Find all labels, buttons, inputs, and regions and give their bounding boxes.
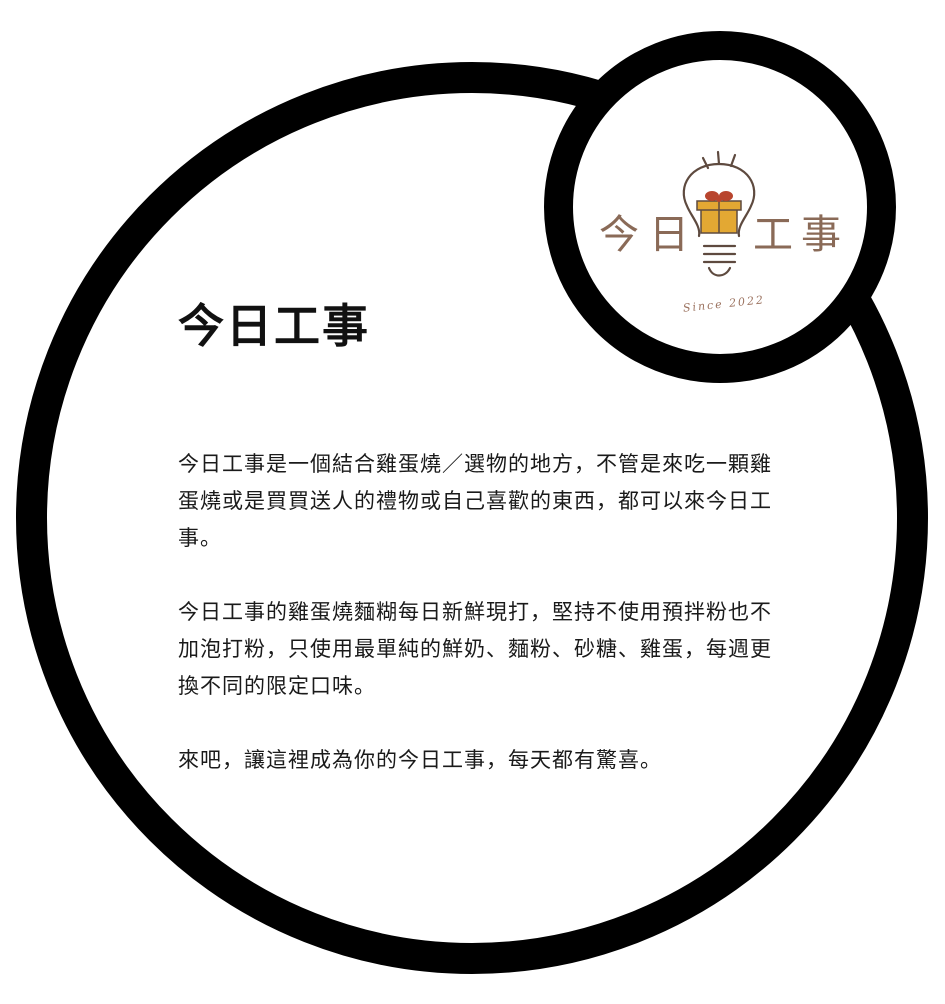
lightbulb-gift-icon: [682, 150, 756, 277]
gift-box-icon: [696, 191, 742, 234]
logo-char-4: 事: [801, 212, 841, 258]
logo-char-1: 今: [599, 212, 639, 258]
page-title: 今日工事: [178, 299, 370, 353]
logo-char-3: 工: [753, 212, 793, 258]
intro-paragraph: 今日工事是一個結合雞蛋燒／選物的地方，不管是來吃一顆雞蛋燒或是買買送人的禮物或自…: [178, 452, 772, 550]
batter-paragraph: 今日工事的雞蛋燒麵糊每日新鮮現打，堅持不使用預拌粉也不加泡打粉，只使用最單純的鮮…: [178, 600, 772, 698]
closing-paragraph: 來吧，讓這裡成為你的今日工事，每天都有驚喜。: [178, 748, 662, 772]
logo-mark: 今 日 工 事 Since 2022: [599, 150, 841, 315]
since-text: Since 2022: [682, 293, 765, 315]
logo-badge: 今 日 工 事 Since 2022: [544, 31, 896, 383]
logo-char-2: 日: [649, 212, 689, 258]
